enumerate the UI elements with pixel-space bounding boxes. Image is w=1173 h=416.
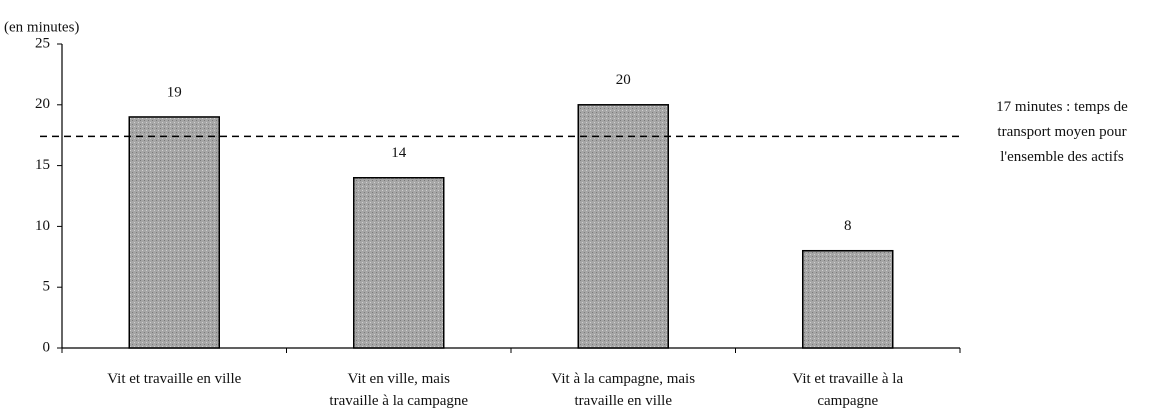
- x-tick-label-line: Vit et travaille à la: [792, 371, 903, 387]
- y-tick-label: 0: [43, 339, 51, 355]
- x-tick-label: Vit à la campagne, mais travaille en vill…: [551, 371, 695, 409]
- x-tick-label-line: travaille à la campagne: [329, 393, 468, 409]
- x-tick-label-line: travaille en ville: [575, 393, 673, 409]
- y-tick-label: 10: [35, 218, 50, 234]
- reference-annotation-line: l'ensemble des actifs: [1000, 149, 1124, 165]
- x-tick-label-line: Vit et travaille en ville: [107, 371, 241, 387]
- value-label: 14: [391, 145, 407, 161]
- value-label: 20: [616, 72, 631, 88]
- value-label: 8: [844, 218, 852, 234]
- y-axis-label: (en minutes): [4, 19, 79, 35]
- x-tick-label-line: Vit à la campagne, mais: [551, 371, 695, 387]
- y-tick-label: 25: [35, 35, 50, 51]
- reference-annotation: 17 minutes : temps de transport moyen pou…: [996, 99, 1128, 165]
- bar: [577, 104, 669, 349]
- value-label: 19: [167, 84, 182, 100]
- reference-annotation-line: transport moyen pour: [997, 124, 1126, 140]
- bar: [802, 249, 894, 349]
- x-tick-label-line: campagne: [817, 393, 878, 409]
- y-tick-label: 20: [35, 96, 50, 112]
- x-tick-label: Vit et travaille en ville: [107, 371, 241, 387]
- x-tick-label: Vit en ville, mais travaille à la campagn…: [329, 371, 468, 409]
- x-tick-label-line: Vit en ville, mais: [348, 371, 451, 387]
- bar: [353, 177, 445, 349]
- x-tick-label: Vit et travaille à la campagne: [792, 371, 903, 409]
- bar: [128, 116, 220, 349]
- y-tick-label: 5: [43, 279, 51, 295]
- y-tick-label: 15: [35, 157, 50, 173]
- reference-annotation-line: 17 minutes : temps de: [996, 99, 1128, 115]
